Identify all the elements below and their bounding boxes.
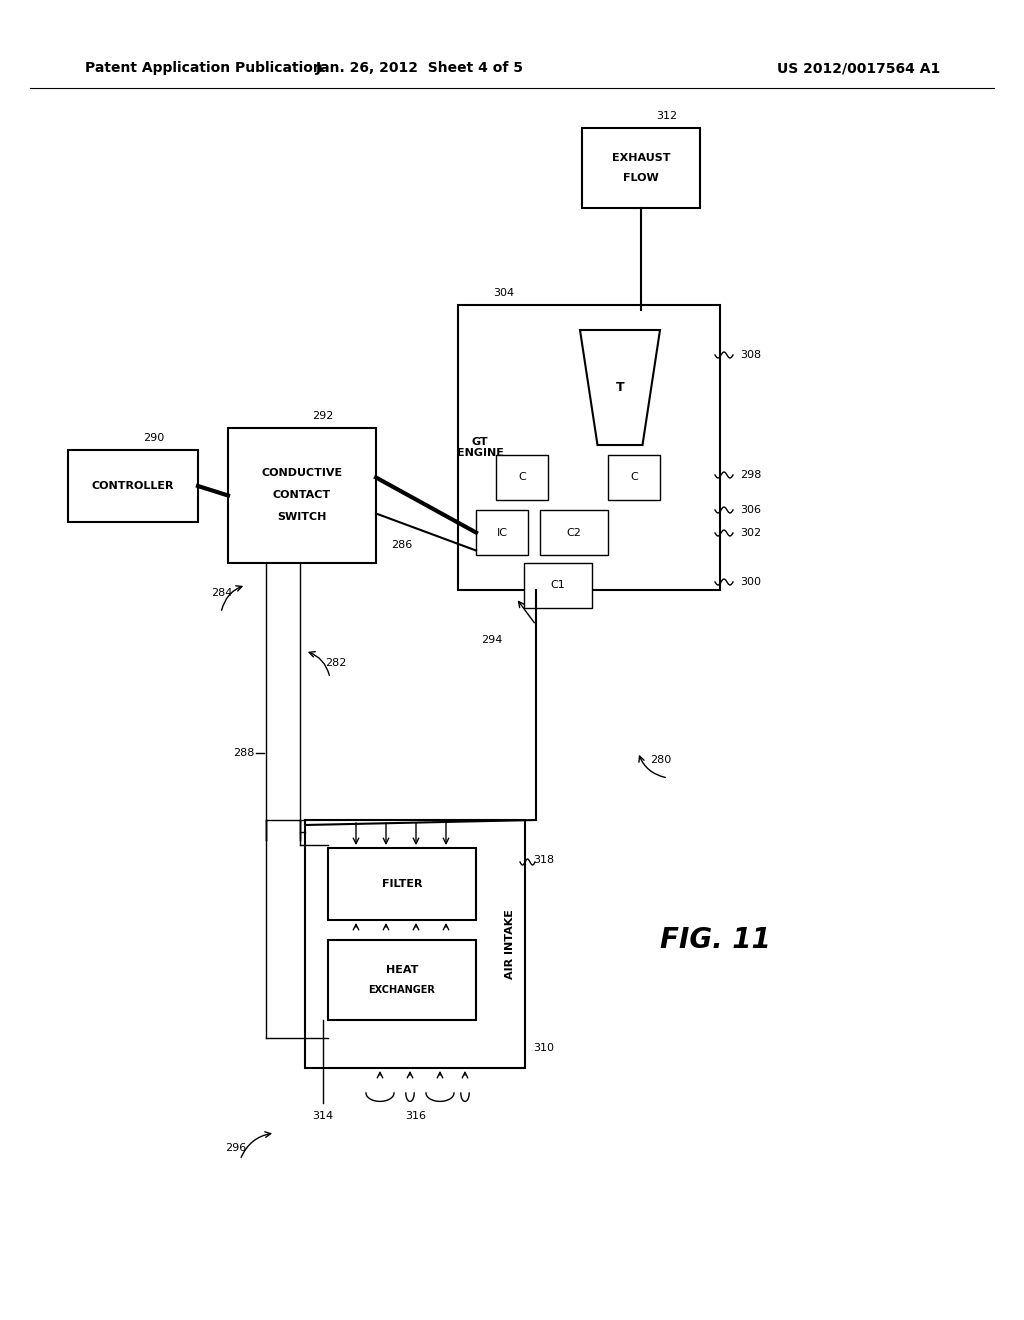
Bar	[458, 305, 720, 590]
Bar	[305, 820, 525, 1068]
Bar	[496, 455, 548, 500]
Text: 288: 288	[232, 748, 254, 758]
Text: CONTACT: CONTACT	[273, 491, 331, 500]
Text: 284: 284	[211, 587, 232, 598]
Bar	[524, 564, 592, 609]
Text: CONTROLLER: CONTROLLER	[92, 480, 174, 491]
Text: 282: 282	[325, 657, 346, 668]
Text: AIR INTAKE: AIR INTAKE	[505, 909, 515, 979]
Text: 292: 292	[312, 411, 334, 421]
Text: 312: 312	[656, 111, 677, 121]
Text: T: T	[615, 381, 625, 393]
Text: FLOW: FLOW	[624, 173, 658, 183]
Text: 316: 316	[406, 1111, 426, 1121]
Bar	[476, 510, 528, 554]
Text: 300: 300	[740, 577, 761, 587]
Text: 298: 298	[740, 470, 762, 480]
Text: 296: 296	[225, 1143, 246, 1152]
Text: C: C	[630, 473, 638, 483]
Text: FILTER: FILTER	[382, 879, 422, 888]
Text: 286: 286	[391, 540, 413, 550]
Text: GT
ENGINE: GT ENGINE	[457, 437, 504, 458]
Text: 310: 310	[534, 1043, 554, 1053]
Text: C: C	[518, 473, 526, 483]
Text: 280: 280	[650, 755, 672, 766]
Text: CONDUCTIVE: CONDUCTIVE	[261, 469, 343, 479]
Text: 302: 302	[740, 528, 761, 539]
Text: 294: 294	[481, 635, 503, 645]
Text: EXHAUST: EXHAUST	[611, 153, 671, 162]
Text: 318: 318	[534, 855, 554, 865]
Text: HEAT: HEAT	[386, 965, 418, 975]
Text: C2: C2	[566, 528, 582, 537]
Bar	[228, 428, 376, 564]
Text: Jan. 26, 2012  Sheet 4 of 5: Jan. 26, 2012 Sheet 4 of 5	[316, 61, 524, 75]
Bar	[328, 847, 476, 920]
Text: Patent Application Publication: Patent Application Publication	[85, 61, 323, 75]
Text: US 2012/0017564 A1: US 2012/0017564 A1	[777, 61, 940, 75]
Text: 308: 308	[740, 350, 761, 360]
Text: FIG. 11: FIG. 11	[660, 927, 771, 954]
Bar	[540, 510, 608, 554]
Text: 290: 290	[143, 433, 164, 444]
Text: EXCHANGER: EXCHANGER	[369, 985, 435, 995]
Text: 304: 304	[493, 288, 514, 298]
Text: 306: 306	[740, 506, 761, 515]
Text: IC: IC	[497, 528, 508, 537]
Text: SWITCH: SWITCH	[278, 512, 327, 523]
Text: 314: 314	[312, 1111, 334, 1121]
Bar	[582, 128, 700, 209]
Bar	[68, 450, 198, 521]
Bar	[608, 455, 660, 500]
Polygon shape	[580, 330, 660, 445]
Text: C1: C1	[551, 581, 565, 590]
Bar	[328, 940, 476, 1020]
